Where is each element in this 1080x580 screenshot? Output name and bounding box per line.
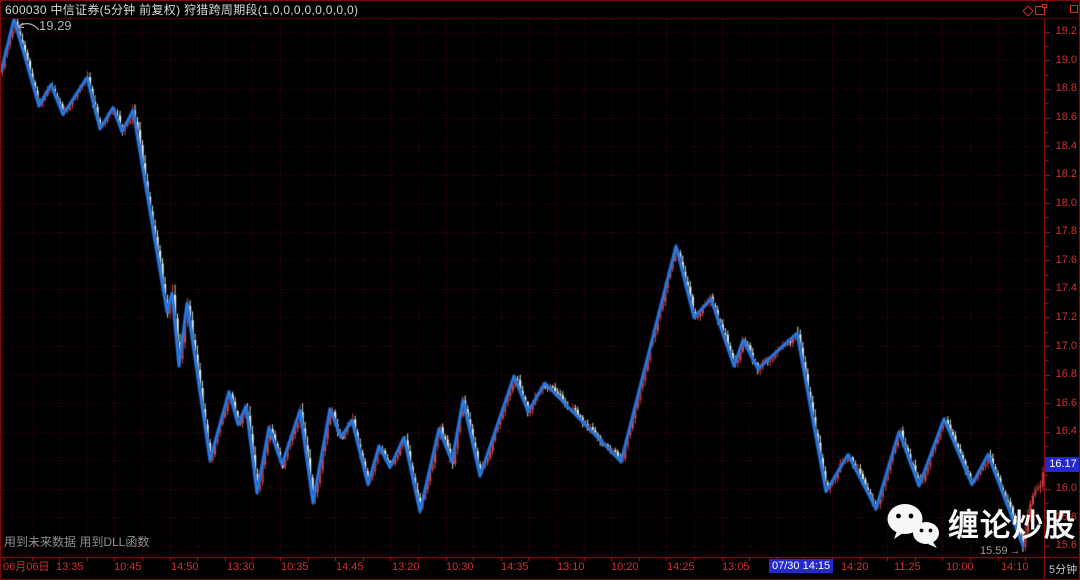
y-axis-label: 17.8 [1055, 225, 1077, 238]
status-bar-text: 用到未来数据 用到DLL函数 [4, 535, 150, 549]
y-axis-label: 19.0 [1055, 53, 1077, 66]
x-axis-label: 14:20 [841, 561, 869, 573]
high-price-annotation: 19.29 [39, 18, 72, 33]
right-arrow-icon: → [1009, 545, 1021, 557]
x-axis-label: 13:05 [722, 561, 750, 573]
x-axis-label: 06月06日 [3, 561, 50, 573]
y-axis-label: 17.6 [1055, 253, 1077, 266]
y-axis-label: 18.0 [1055, 196, 1077, 209]
x-axis-label: 14:25 [667, 561, 695, 573]
x-axis-label: 13:30 [227, 561, 255, 573]
x-axis-label: 13:20 [392, 561, 420, 573]
watermark-text: 缠论炒股 [948, 507, 1076, 543]
annotation-arrow-icon [17, 22, 40, 31]
y-axis-label: 15.8 [1055, 510, 1077, 523]
period-label[interactable]: 5分钟 [1049, 564, 1078, 576]
x-axis-label: 10:20 [611, 561, 639, 573]
y-axis-label: 18.8 [1055, 82, 1077, 95]
corner-box-icon[interactable] [1070, 5, 1078, 13]
x-axis-label: 14:10 [1001, 561, 1029, 573]
restore-window-icon[interactable] [1035, 4, 1047, 15]
x-axis-label-highlight: 07/30 14:15 [769, 559, 834, 573]
current-price-tag: 16.17 [1045, 456, 1079, 472]
y-axis-label: 16.4 [1055, 425, 1077, 438]
y-axis-label: 17.2 [1055, 310, 1077, 323]
x-axis-label: 14:45 [336, 561, 364, 573]
y-axis-label: 19.2 [1055, 25, 1077, 38]
x-axis-label: 13:35 [56, 561, 84, 573]
y-axis-label: 18.6 [1055, 111, 1077, 124]
x-axis-label: 13:10 [557, 561, 585, 573]
y-axis-label: 18.2 [1055, 168, 1077, 181]
x-axis-label: 10:30 [446, 561, 474, 573]
y-axis-label: 18.4 [1055, 139, 1077, 152]
y-axis-label: 16.6 [1055, 396, 1077, 409]
x-axis-label: 10:00 [946, 561, 974, 573]
x-axis-label: 14:50 [171, 561, 199, 573]
y-axis-label: 16.0 [1055, 482, 1077, 495]
y-axis-label: 15.6 [1055, 539, 1077, 552]
low-price-annotation: 15.59 → [980, 545, 1021, 557]
y-axis-label: 17.0 [1055, 339, 1077, 352]
x-axis-label: 10:35 [281, 561, 309, 573]
y-axis-label: 16.8 [1055, 368, 1077, 381]
x-axis-label: 10:45 [114, 561, 142, 573]
x-axis-label: 11:25 [894, 561, 921, 573]
x-axis-label: 14:35 [501, 561, 529, 573]
low-price-value: 15.59 [980, 545, 1008, 557]
chart-title: 600030 中信证券(5分钟 前复权) 狩猎跨周期段(1,0,0,0,0,0,… [5, 3, 359, 17]
wechat-icon [887, 504, 939, 548]
watermark: 缠论炒股 [887, 502, 1076, 548]
y-axis-label: 17.4 [1055, 282, 1077, 295]
